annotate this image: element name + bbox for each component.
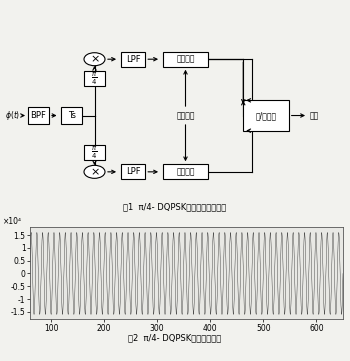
Bar [28,107,49,124]
Text: 串/并变换: 串/并变换 [256,111,276,120]
Text: 定时采样: 定时采样 [176,111,195,120]
Text: $\times$: $\times$ [90,54,99,64]
Text: 采样判决: 采样判决 [176,168,195,176]
Text: 输出: 输出 [310,111,319,120]
Bar [163,52,208,67]
Text: $\frac{\pi}{4}$: $\frac{\pi}{4}$ [91,70,98,87]
Text: $\phi(t)$: $\phi(t)$ [5,109,21,122]
Text: 图1  π/4- DQPSK差分解调算法结构: 图1 π/4- DQPSK差分解调算法结构 [123,202,227,211]
Circle shape [84,165,105,178]
Text: 采样判决: 采样判决 [176,55,195,64]
Text: ×10⁴: ×10⁴ [3,217,22,226]
Bar [163,164,208,179]
Text: LPF: LPF [126,55,140,64]
Bar [121,52,145,67]
Text: LPF: LPF [126,168,140,176]
Text: Ts: Ts [68,111,76,120]
Bar [121,164,145,179]
Bar [84,145,105,160]
Circle shape [84,53,105,66]
Bar [243,100,289,131]
Text: 图2  π/4- DQPSK信号片段波形: 图2 π/4- DQPSK信号片段波形 [128,333,222,342]
Bar [61,107,82,124]
Bar [84,71,105,86]
Text: BPF: BPF [30,111,47,120]
Text: $\frac{\pi}{4}$: $\frac{\pi}{4}$ [91,144,98,161]
Text: $\times$: $\times$ [90,167,99,177]
